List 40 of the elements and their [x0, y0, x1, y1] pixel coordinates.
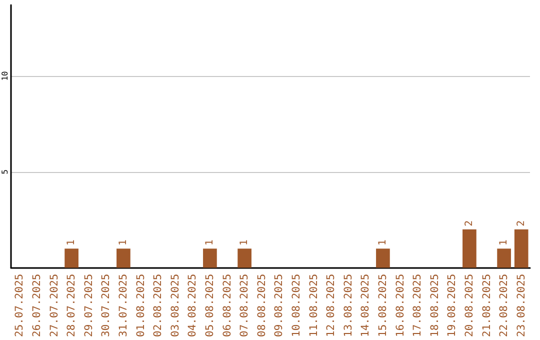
x-tick-label: 15.08.2025: [376, 274, 389, 338]
data-label: 1: [66, 240, 78, 246]
x-tick-label: 21.08.2025: [480, 274, 493, 338]
x-tick-label: 26.07.2025: [30, 274, 43, 338]
x-tick-label: 01.08.2025: [134, 274, 147, 338]
x-tick-label: 05.08.2025: [204, 274, 216, 338]
x-tick-label: 18.08.2025: [428, 274, 441, 338]
x-tick-label: 12.08.2025: [325, 274, 338, 338]
x-tick-label: 06.08.2025: [221, 274, 234, 338]
x-tick-label: 09.08.2025: [273, 274, 286, 338]
x-tick-label: 10.08.2025: [290, 274, 302, 338]
x-tick-label: 02.08.2025: [152, 274, 164, 338]
data-label: 2: [516, 220, 527, 226]
x-tick-label: 07.08.2025: [238, 274, 251, 338]
x-tick-label: 13.08.2025: [342, 274, 354, 338]
data-label: 2: [464, 220, 475, 226]
data-label: 1: [118, 240, 129, 246]
y-tick-label: 5: [0, 169, 10, 174]
x-tick-label: 20.08.2025: [463, 274, 476, 338]
x-tick-label: 31.07.2025: [117, 274, 130, 338]
x-tick-label: 08.08.2025: [256, 274, 268, 338]
x-tick-label: 22.08.2025: [498, 274, 510, 338]
x-tick-label: 11.08.2025: [308, 274, 320, 338]
x-tick-label: 14.08.2025: [360, 274, 372, 338]
data-label: 1: [204, 240, 216, 246]
data-label: 1: [377, 240, 388, 246]
x-tick-label: 17.08.2025: [412, 274, 424, 338]
x-tick-label: 19.08.2025: [446, 274, 458, 338]
x-tick-label: 29.07.2025: [82, 274, 95, 338]
x-tick-label: 27.07.2025: [48, 274, 60, 338]
data-label: 1: [239, 240, 250, 246]
x-tick-label: 23.08.2025: [515, 274, 528, 338]
x-tick-label: 30.07.2025: [100, 274, 112, 338]
x-tick-label: 16.08.2025: [394, 274, 406, 338]
y-tick-label: 10: [0, 70, 10, 81]
x-tick-label: 03.08.2025: [169, 274, 182, 338]
x-tick-label: 25.07.2025: [14, 274, 26, 338]
x-tick-label: 28.07.2025: [66, 274, 78, 338]
data-label: 1: [498, 240, 510, 246]
x-tick-label: 04.08.2025: [186, 274, 199, 338]
